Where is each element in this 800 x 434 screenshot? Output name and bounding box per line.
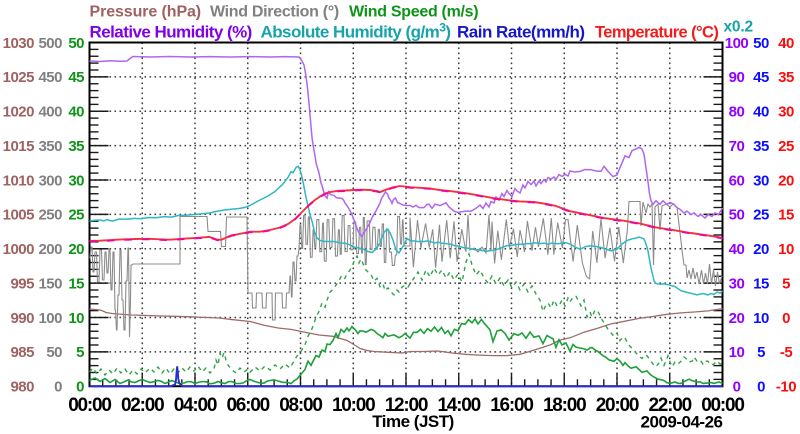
svg-text:15: 15	[778, 207, 794, 224]
svg-text:00:00: 00:00	[68, 395, 111, 416]
svg-text:06:00: 06:00	[226, 395, 269, 416]
svg-text:350: 350	[38, 138, 62, 155]
svg-text:5: 5	[76, 344, 84, 361]
svg-text:Rain Rate(mm/h): Rain Rate(mm/h)	[457, 23, 585, 42]
svg-text:20:00: 20:00	[596, 395, 639, 416]
svg-text:0: 0	[757, 379, 765, 396]
svg-text:5: 5	[757, 344, 765, 361]
svg-text:400: 400	[38, 104, 62, 121]
svg-text:90: 90	[729, 69, 745, 86]
svg-text:1025: 1025	[3, 69, 35, 86]
svg-text:1030: 1030	[3, 35, 35, 52]
svg-text:50: 50	[68, 35, 84, 52]
svg-text:-5: -5	[780, 344, 792, 361]
svg-text:0: 0	[782, 310, 790, 327]
svg-text:Absolute Humidity (g/m3): Absolute Humidity (g/m3)	[261, 21, 451, 42]
svg-text:Wind Speed (m/s): Wind Speed (m/s)	[349, 4, 478, 21]
svg-text:14:00: 14:00	[437, 395, 480, 416]
svg-text:25: 25	[68, 207, 84, 224]
svg-text:Time (JST): Time (JST)	[372, 412, 454, 431]
svg-text:50: 50	[729, 207, 745, 224]
svg-text:10: 10	[778, 241, 794, 258]
svg-text:0: 0	[76, 379, 84, 396]
svg-text:15: 15	[68, 275, 84, 292]
svg-text:35: 35	[778, 69, 794, 86]
svg-text:08:00: 08:00	[279, 395, 322, 416]
svg-text:40: 40	[753, 104, 769, 121]
svg-text:450: 450	[38, 69, 62, 86]
svg-text:35: 35	[68, 138, 84, 155]
svg-text:00:00: 00:00	[701, 395, 744, 416]
svg-text:150: 150	[38, 275, 62, 292]
svg-text:1000: 1000	[3, 241, 35, 258]
svg-text:16:00: 16:00	[490, 395, 533, 416]
svg-text:40: 40	[68, 104, 84, 121]
svg-text:80: 80	[729, 104, 745, 121]
svg-text:10:00: 10:00	[332, 395, 375, 416]
svg-text:15: 15	[753, 275, 769, 292]
svg-text:70: 70	[729, 138, 745, 155]
svg-text:25: 25	[778, 138, 794, 155]
svg-text:1015: 1015	[3, 138, 35, 155]
svg-text:50: 50	[46, 344, 62, 361]
svg-text:50: 50	[753, 35, 769, 52]
svg-text:985: 985	[10, 344, 34, 361]
svg-text:30: 30	[68, 172, 84, 189]
svg-text:30: 30	[778, 104, 794, 121]
svg-text:x0.2: x0.2	[724, 19, 753, 36]
svg-text:200: 200	[38, 241, 62, 258]
svg-text:20: 20	[778, 172, 794, 189]
svg-text:45: 45	[753, 69, 769, 86]
svg-text:25: 25	[753, 207, 769, 224]
svg-text:10: 10	[729, 344, 745, 361]
svg-text:30: 30	[753, 172, 769, 189]
svg-text:40: 40	[778, 35, 794, 52]
svg-text:04:00: 04:00	[174, 395, 217, 416]
svg-text:2009-04-26: 2009-04-26	[641, 413, 723, 432]
svg-text:100: 100	[725, 35, 749, 52]
svg-text:30: 30	[729, 275, 745, 292]
svg-text:995: 995	[10, 275, 34, 292]
svg-text:35: 35	[753, 138, 769, 155]
svg-text:18:00: 18:00	[543, 395, 586, 416]
svg-text:Relative Humidity (%): Relative Humidity (%)	[90, 23, 252, 42]
svg-text:1005: 1005	[3, 207, 35, 224]
svg-text:Temperature (°C): Temperature (°C)	[595, 24, 718, 42]
svg-text:20: 20	[68, 241, 84, 258]
svg-text:-10: -10	[776, 379, 796, 396]
svg-text:45: 45	[68, 69, 84, 86]
svg-text:20: 20	[753, 241, 769, 258]
svg-text:1010: 1010	[3, 172, 35, 189]
svg-text:10: 10	[68, 310, 84, 327]
svg-text:60: 60	[729, 172, 745, 189]
svg-text:0: 0	[733, 379, 741, 396]
svg-text:980: 980	[10, 379, 34, 396]
svg-text:20: 20	[729, 310, 745, 327]
svg-text:Wind Direction (°): Wind Direction (°)	[210, 4, 339, 21]
svg-text:1020: 1020	[3, 104, 35, 121]
svg-text:100: 100	[38, 310, 62, 327]
svg-text:40: 40	[729, 241, 745, 258]
svg-text:500: 500	[38, 35, 62, 52]
svg-text:5: 5	[782, 275, 790, 292]
svg-text:300: 300	[38, 172, 62, 189]
svg-text:250: 250	[38, 207, 62, 224]
svg-text:Pressure (hPa): Pressure (hPa)	[90, 4, 202, 21]
svg-text:02:00: 02:00	[121, 395, 164, 416]
svg-text:22:00: 22:00	[648, 395, 691, 416]
svg-text:10: 10	[753, 310, 769, 327]
svg-text:12:00: 12:00	[385, 395, 428, 416]
svg-text:0: 0	[54, 379, 62, 396]
svg-text:990: 990	[10, 310, 34, 327]
